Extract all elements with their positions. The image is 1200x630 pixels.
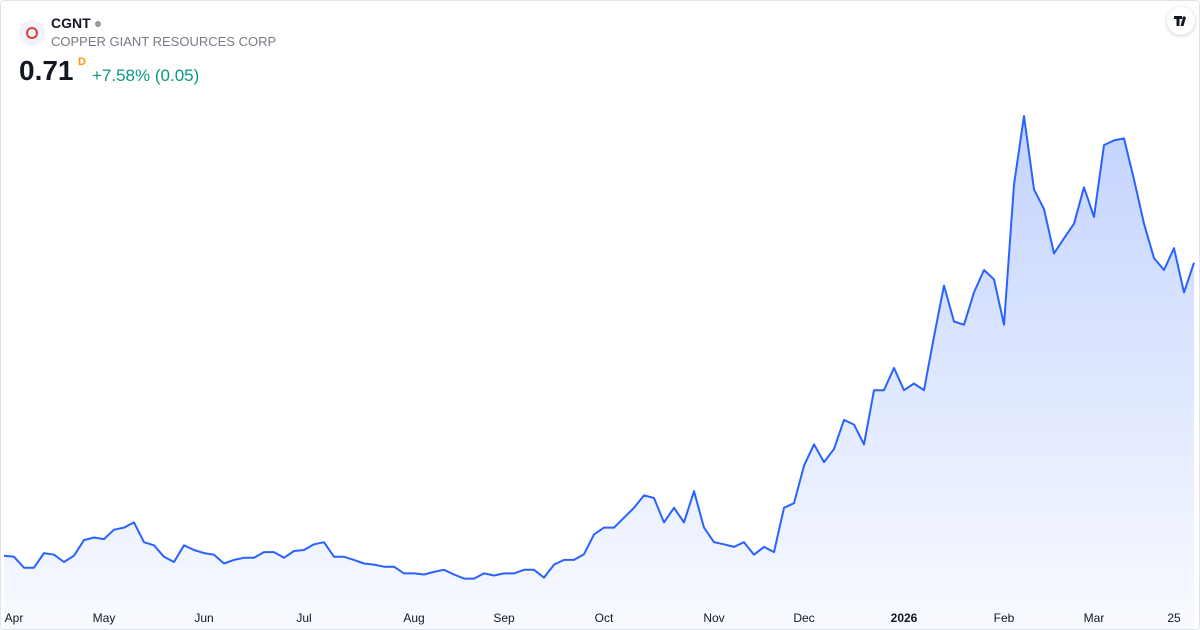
interval: D — [78, 56, 86, 68]
last-price: 0.71 — [19, 55, 74, 86]
x-tick-label: 25 — [1167, 611, 1181, 625]
x-tick-label: Aug — [403, 611, 424, 625]
price-line — [3, 115, 1195, 580]
tradingview-logo[interactable] — [1167, 7, 1195, 35]
x-tick-label: Jun — [194, 611, 213, 625]
status-dot — [94, 21, 101, 28]
price-change: +7.58% (0.05) — [92, 66, 200, 85]
x-tick-label: Oct — [595, 611, 614, 625]
x-tick-label: Apr — [5, 611, 24, 625]
x-tick-label: Mar — [1084, 611, 1105, 625]
area-fill — [4, 116, 1194, 629]
x-tick-label: 2026 — [891, 611, 918, 625]
x-tick-label: Sep — [493, 611, 515, 625]
company-name: COPPER GIANT RESOURCES CORP — [51, 34, 277, 49]
x-tick-label: Jul — [296, 611, 311, 625]
symbol[interactable]: CGNT — [51, 15, 101, 31]
symbol-logo — [19, 20, 45, 46]
x-tick-label: Feb — [994, 611, 1015, 625]
x-tick-label: Nov — [703, 611, 724, 625]
x-tick-label: Dec — [793, 611, 814, 625]
logo-icon — [1174, 16, 1186, 26]
x-tick-label: May — [93, 611, 116, 625]
symbol-text[interactable]: CGNT — [51, 15, 91, 31]
